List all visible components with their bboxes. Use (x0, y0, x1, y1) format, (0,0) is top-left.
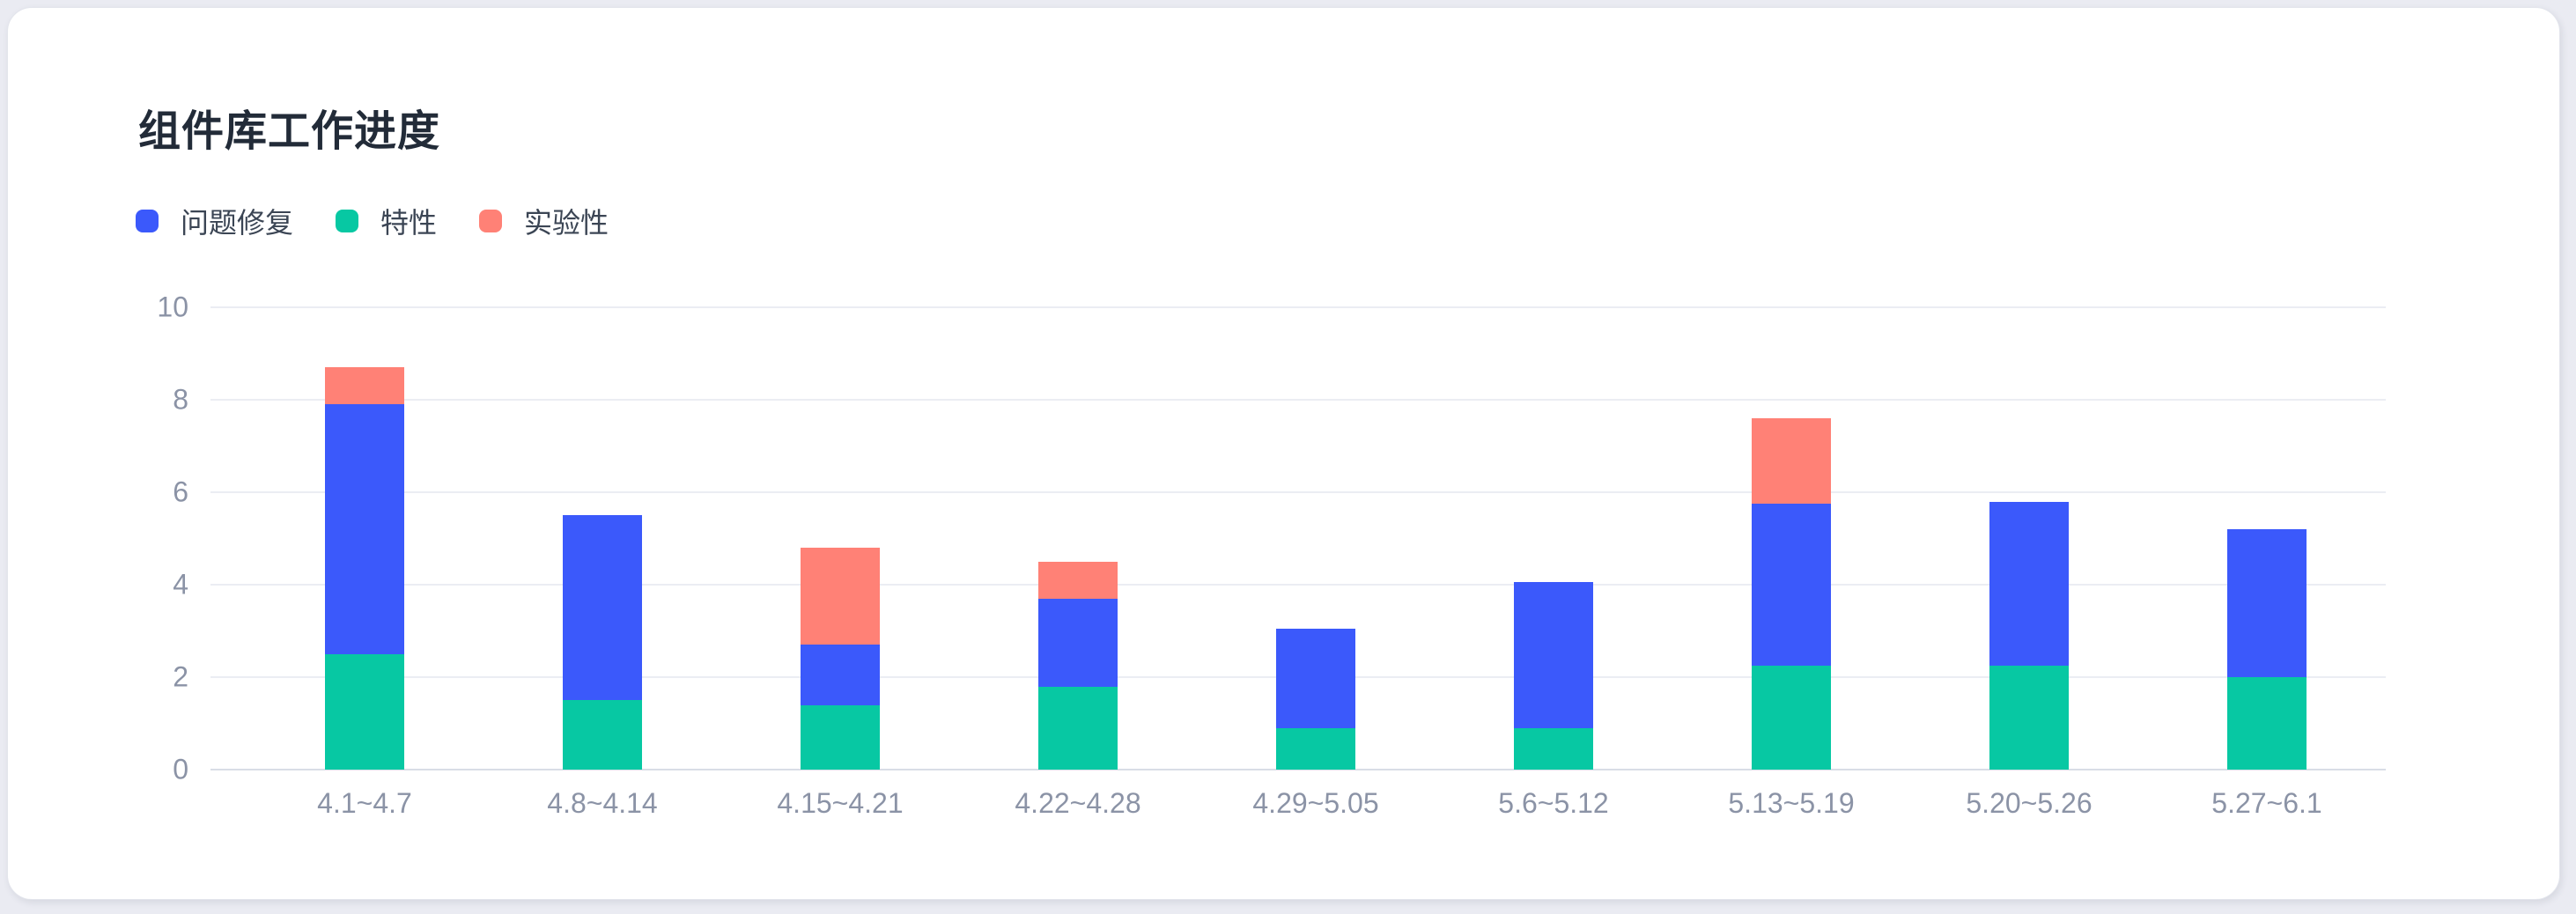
legend-item-label-0: 问题修复 (181, 207, 294, 239)
plot-area: 10 8 6 4 2 0 4.1~4.7 4.8~4.14 4.15~4.21 4.22~4.28… (157, 291, 2386, 819)
legend-item-label-1: 特性 (380, 207, 438, 239)
bar-segment-2-问题修复[interactable] (801, 645, 880, 705)
x-axis-tick-label-6: 5.13~5.19 (1728, 787, 1855, 819)
x-axis-tick-label-1: 4.8~4.14 (547, 787, 658, 819)
y-axis-tick-label-4: 4 (173, 568, 188, 601)
bar-segment-7-问题修复[interactable] (1989, 501, 2069, 666)
bar-segment-4-问题修复[interactable] (1276, 628, 1355, 728)
x-axis-tick-label-8: 5.27~6.1 (2211, 787, 2322, 819)
legend-item-1[interactable]: 特性 (336, 201, 437, 241)
legend-item-2[interactable]: 实验性 (479, 201, 609, 241)
bar-segment-0-问题修复[interactable] (325, 404, 404, 654)
x-axis-tick-label-2: 4.15~4.21 (777, 787, 904, 819)
legend-item-label-2: 实验性 (524, 207, 609, 239)
bar-segment-5-问题修复[interactable] (1514, 582, 1593, 728)
bar-segment-8-问题修复[interactable] (2227, 529, 2307, 677)
x-axis-tick-label-4: 4.29~5.05 (1252, 787, 1379, 819)
legend-marker-icon-1 (336, 210, 359, 232)
bar-segment-7-特性[interactable] (1989, 665, 2069, 770)
x-axis-tick-label-0: 4.1~4.7 (317, 787, 412, 819)
chart-card: 组件库工作进度 问题修复 特性 实验性 10 8 6 4 2 0 4.1~4.7 4.8~4.14… (7, 7, 2560, 900)
bar-segment-1-问题修复[interactable] (563, 515, 642, 701)
gridline-y-10 (210, 306, 2386, 308)
bar-segment-8-特性[interactable] (2227, 677, 2307, 770)
bar-segment-3-实验性[interactable] (1038, 561, 1118, 599)
bar-segment-6-实验性[interactable] (1752, 418, 1831, 505)
legend-marker-icon-0 (136, 210, 159, 232)
bar-segment-0-特性[interactable] (325, 653, 404, 770)
bar-segment-5-特性[interactable] (1514, 727, 1593, 770)
y-axis-tick-label-2: 2 (173, 660, 188, 693)
y-axis-tick-label-10: 10 (157, 291, 188, 323)
bar-segment-2-实验性[interactable] (801, 548, 880, 645)
bar-segment-4-特性[interactable] (1276, 727, 1355, 770)
x-axis-line (210, 769, 2386, 770)
bar-segment-3-问题修复[interactable] (1038, 598, 1118, 687)
x-axis-tick-label-5: 5.6~5.12 (1498, 787, 1609, 819)
bar-segment-2-特性[interactable] (801, 704, 880, 770)
bar-segment-0-实验性[interactable] (325, 367, 404, 405)
legend-marker-icon-2 (479, 210, 503, 232)
bar-segment-3-特性[interactable] (1038, 686, 1118, 770)
x-axis-tick-label-7: 5.20~5.26 (1966, 787, 2093, 819)
bar-segment-6-问题修复[interactable] (1752, 504, 1831, 666)
y-axis-tick-label-0: 0 (173, 753, 188, 785)
bar-segment-1-特性[interactable] (563, 700, 642, 770)
bar-segment-6-特性[interactable] (1752, 665, 1831, 770)
gridline-y-4 (210, 584, 2386, 586)
y-axis-tick-label-6: 6 (173, 475, 188, 508)
chart-legend: 问题修复 特性 实验性 (136, 201, 609, 241)
x-axis-tick-label-3: 4.22~4.28 (1015, 787, 1141, 819)
gridline-y-6 (210, 491, 2386, 493)
legend-item-0[interactable]: 问题修复 (136, 201, 293, 241)
y-axis-tick-label-8: 8 (173, 383, 188, 416)
chart-title: 组件库工作进度 (138, 108, 441, 155)
gridline-y-8 (210, 399, 2386, 401)
